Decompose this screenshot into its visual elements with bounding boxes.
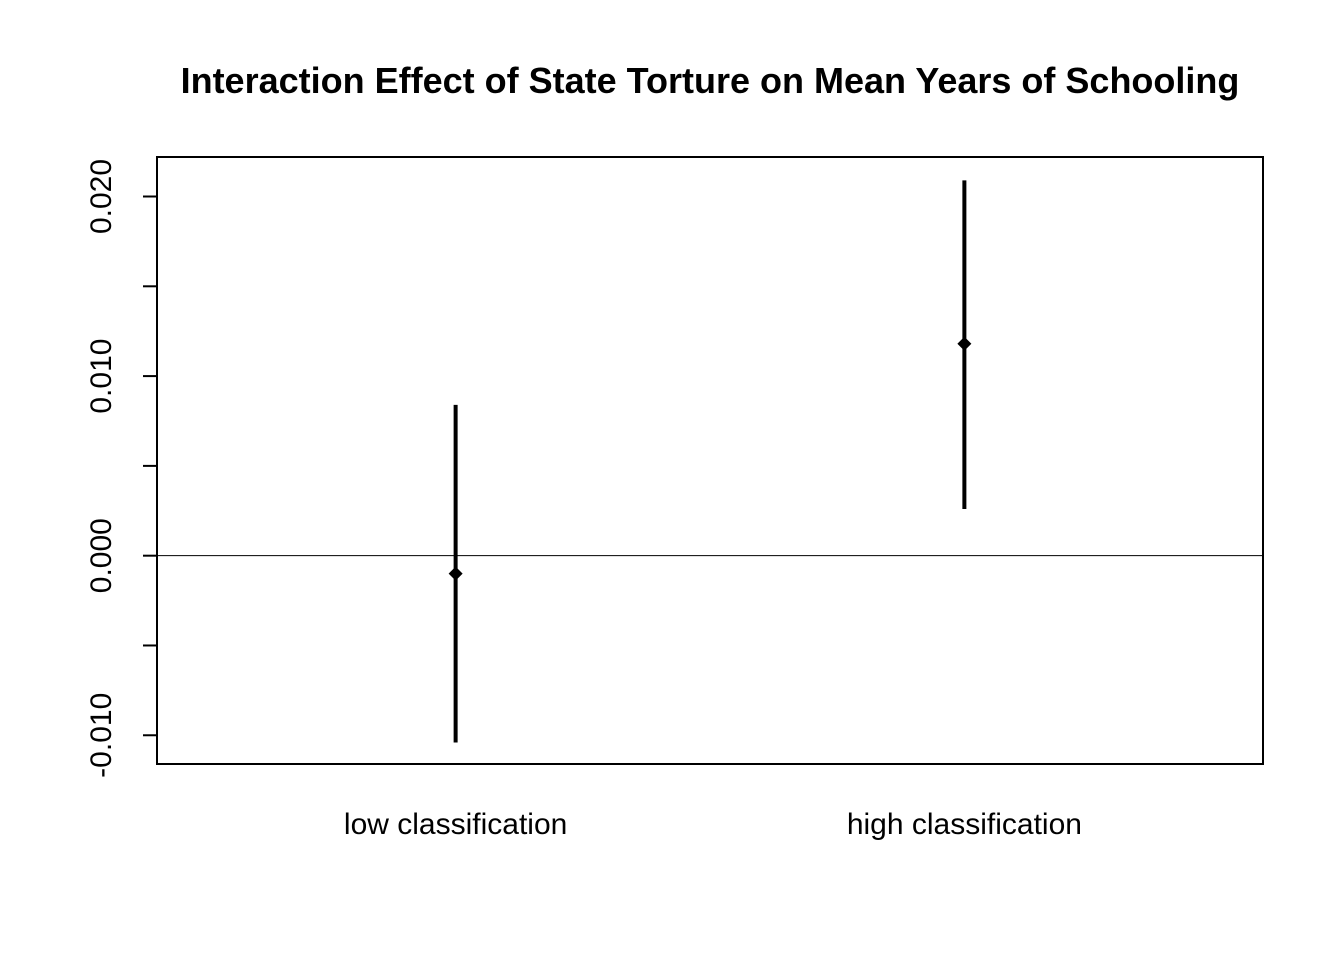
y-tick-label: -0.010: [85, 693, 118, 778]
error-bars: [157, 180, 1263, 743]
y-axis: -0.010 0.000 0.010 0.020: [85, 159, 157, 778]
y-tick-label: 0.010: [85, 339, 118, 414]
y-tick-label: 0.020: [85, 159, 118, 234]
point-estimate: [448, 566, 463, 581]
x-category-label: low classification: [344, 808, 567, 841]
chart-title: Interaction Effect of State Torture on M…: [181, 60, 1240, 101]
plot-frame: [156, 156, 1264, 765]
y-tick-label: 0.000: [85, 518, 118, 593]
point-estimate: [957, 336, 972, 351]
x-axis-labels: low classification high classification: [344, 808, 1082, 841]
x-category-label: high classification: [847, 808, 1082, 841]
